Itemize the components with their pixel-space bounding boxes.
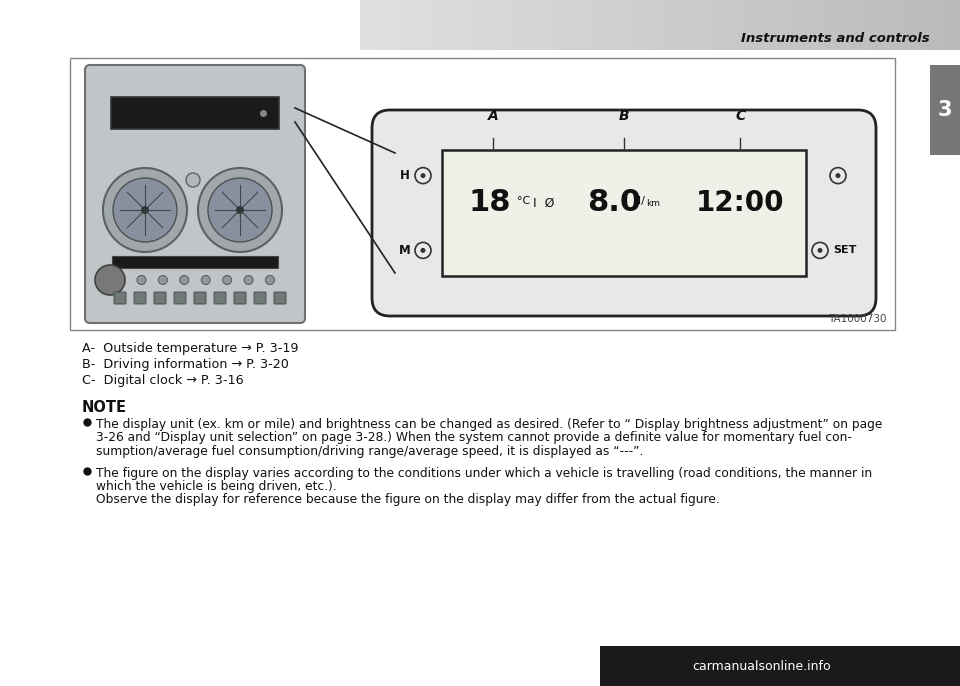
- Circle shape: [180, 276, 189, 285]
- Circle shape: [244, 276, 253, 285]
- Circle shape: [186, 173, 200, 187]
- Circle shape: [420, 248, 425, 253]
- Text: H: H: [400, 169, 410, 182]
- FancyBboxPatch shape: [930, 65, 960, 155]
- Text: I  Ø: I Ø: [534, 196, 555, 209]
- Text: sumption/average fuel consumption/driving range/average speed, it is displayed a: sumption/average fuel consumption/drivin…: [96, 445, 643, 458]
- FancyBboxPatch shape: [174, 292, 186, 304]
- FancyBboxPatch shape: [274, 292, 286, 304]
- Text: B: B: [618, 109, 630, 123]
- Text: A: A: [488, 109, 498, 123]
- Text: l/: l/: [638, 196, 645, 206]
- Text: 3-15: 3-15: [845, 650, 880, 664]
- Text: C-  Digital clock → P. 3-16: C- Digital clock → P. 3-16: [82, 374, 244, 387]
- Text: km: km: [646, 200, 660, 209]
- FancyBboxPatch shape: [254, 292, 266, 304]
- Circle shape: [115, 276, 125, 285]
- Text: Observe the display for reference because the figure on the display may differ f: Observe the display for reference becaus…: [96, 493, 720, 506]
- FancyBboxPatch shape: [372, 110, 876, 316]
- FancyBboxPatch shape: [85, 65, 305, 323]
- Text: 12:00: 12:00: [696, 189, 784, 217]
- Text: TA1000730: TA1000730: [828, 314, 887, 324]
- Circle shape: [202, 276, 210, 285]
- Circle shape: [113, 178, 177, 242]
- FancyBboxPatch shape: [154, 292, 166, 304]
- Text: 18: 18: [468, 189, 511, 217]
- Circle shape: [103, 168, 187, 252]
- FancyBboxPatch shape: [600, 646, 960, 686]
- Circle shape: [141, 206, 149, 214]
- FancyBboxPatch shape: [112, 256, 278, 268]
- Text: B-  Driving information → P. 3-20: B- Driving information → P. 3-20: [82, 358, 289, 371]
- FancyBboxPatch shape: [442, 150, 806, 276]
- Text: 3-26 and “Display unit selection” on page 3-28.) When the system cannot provide : 3-26 and “Display unit selection” on pag…: [96, 431, 852, 445]
- Text: The figure on the display varies according to the conditions under which a vehic: The figure on the display varies accordi…: [96, 466, 872, 480]
- Text: NOTE: NOTE: [82, 400, 127, 415]
- Circle shape: [236, 206, 244, 214]
- Circle shape: [198, 168, 282, 252]
- Text: °C: °C: [517, 196, 531, 206]
- Circle shape: [835, 173, 841, 178]
- Text: 8.0: 8.0: [587, 189, 641, 217]
- Text: which the vehicle is being driven, etc.).: which the vehicle is being driven, etc.)…: [96, 480, 337, 493]
- Text: C: C: [735, 109, 746, 123]
- Text: M: M: [399, 244, 411, 257]
- FancyBboxPatch shape: [70, 58, 895, 330]
- FancyBboxPatch shape: [234, 292, 246, 304]
- Circle shape: [266, 276, 275, 285]
- FancyBboxPatch shape: [114, 292, 126, 304]
- Circle shape: [95, 265, 125, 295]
- Circle shape: [137, 276, 146, 285]
- FancyBboxPatch shape: [134, 292, 146, 304]
- Circle shape: [208, 178, 272, 242]
- FancyBboxPatch shape: [214, 292, 226, 304]
- Circle shape: [818, 248, 823, 253]
- Text: A-  Outside temperature → P. 3-19: A- Outside temperature → P. 3-19: [82, 342, 299, 355]
- Circle shape: [158, 276, 167, 285]
- Text: SET: SET: [833, 246, 856, 255]
- FancyBboxPatch shape: [194, 292, 206, 304]
- Text: The display unit (ex. km or mile) and brightness can be changed as desired. (Ref: The display unit (ex. km or mile) and br…: [96, 418, 882, 431]
- Text: carmanualsonline.info: carmanualsonline.info: [693, 659, 831, 672]
- Circle shape: [223, 276, 231, 285]
- Text: Instruments and controls: Instruments and controls: [741, 32, 930, 45]
- FancyBboxPatch shape: [111, 97, 279, 129]
- Circle shape: [420, 173, 425, 178]
- Text: 3: 3: [938, 100, 952, 120]
